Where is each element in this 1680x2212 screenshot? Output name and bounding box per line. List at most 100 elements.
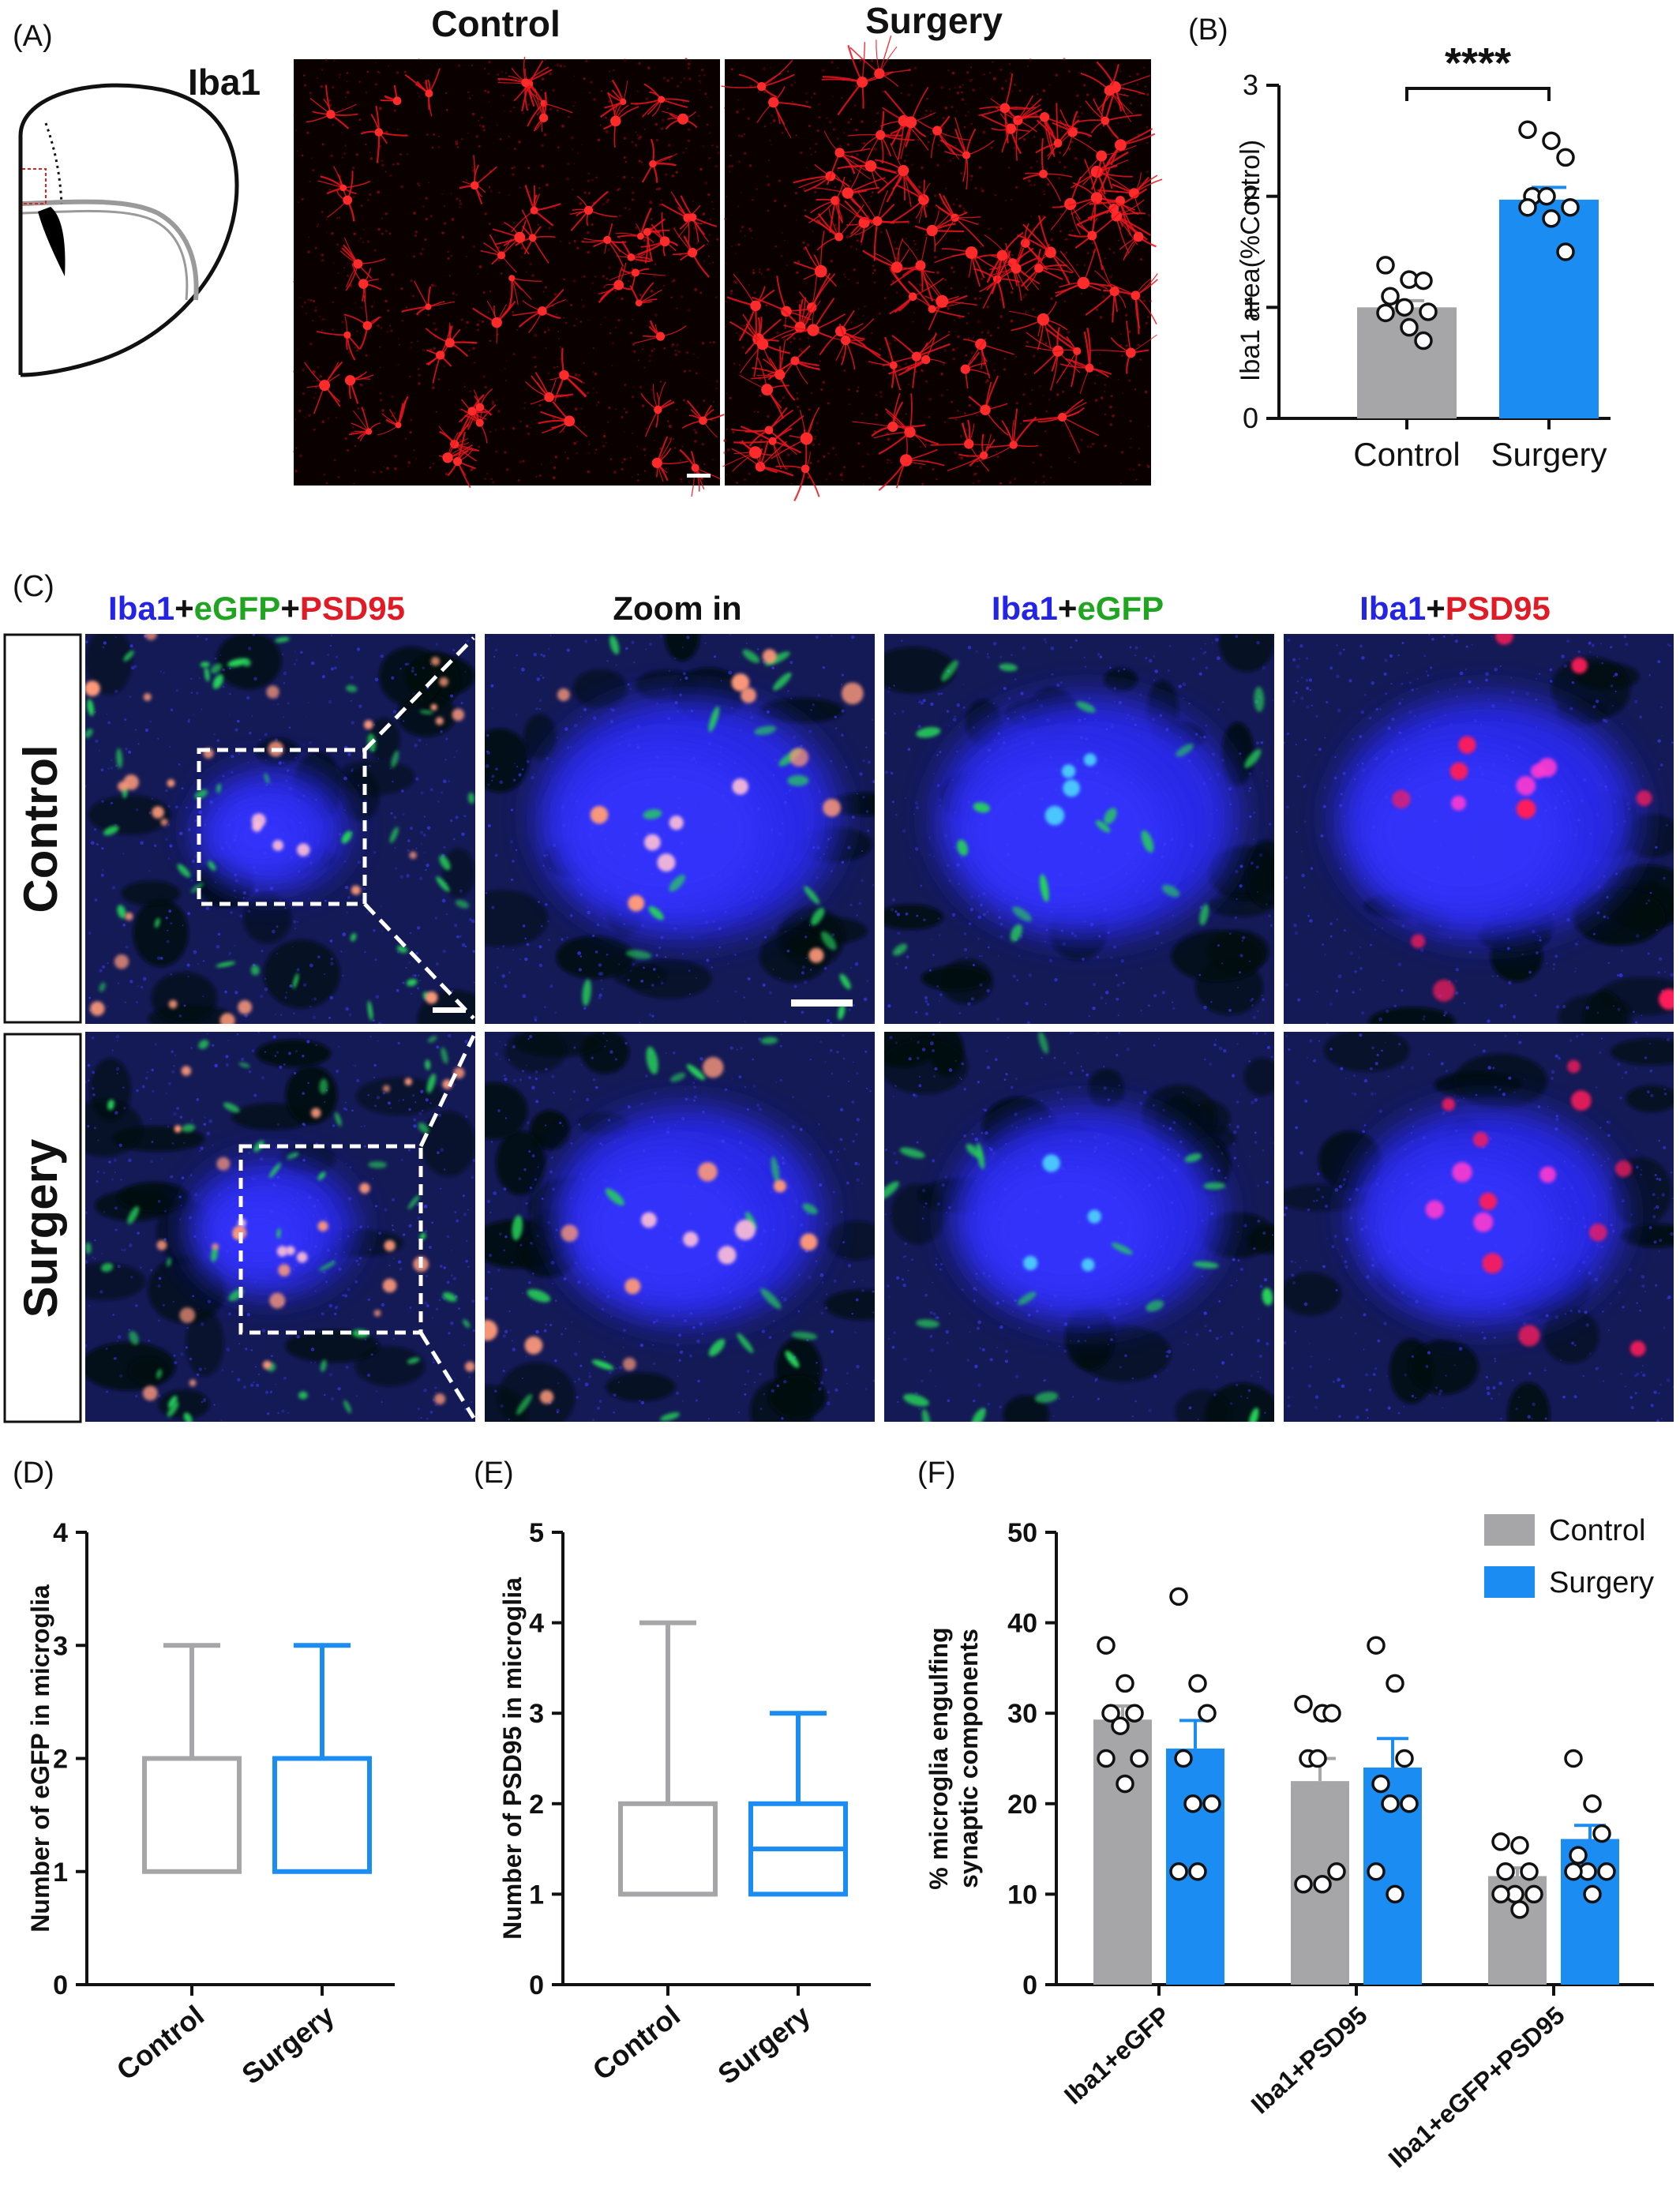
chart-d: 0 1 2 3 4 Control Surgery Number of eGFP in mic… bbox=[26, 1518, 395, 2090]
data-point bbox=[1414, 331, 1433, 351]
y-tick-label: 50 bbox=[1007, 1518, 1037, 1548]
data-point bbox=[1371, 1774, 1390, 1794]
row-label-control-text: Control bbox=[14, 744, 67, 913]
data-point bbox=[1542, 209, 1561, 228]
data-point bbox=[1116, 1774, 1134, 1794]
data-point bbox=[1381, 1794, 1400, 1813]
column-header-4: Iba1+PSD95 bbox=[1359, 590, 1551, 627]
data-point bbox=[1169, 1587, 1188, 1607]
panel-label-b: (B) bbox=[1188, 13, 1228, 47]
data-point bbox=[1097, 1636, 1116, 1655]
column-header-1-part-4: + bbox=[280, 590, 300, 627]
column-title-control: Control bbox=[431, 3, 561, 44]
x-tick-label: Surgery bbox=[235, 1999, 339, 2090]
data-point bbox=[1395, 298, 1414, 317]
data-point bbox=[1327, 1862, 1346, 1881]
y-tick-label: 3 bbox=[53, 1631, 68, 1661]
data-point bbox=[1386, 1884, 1404, 1904]
column-headers: Iba1+eGFP+PSD95 Zoom in Iba1+eGFP Iba1+PSD9… bbox=[108, 590, 1551, 627]
y-tick-label: 3 bbox=[1243, 69, 1258, 101]
column-header-3-part-2: + bbox=[1058, 590, 1078, 627]
scale-bar-zoom bbox=[791, 999, 853, 1007]
y-tick-label: 3 bbox=[529, 1699, 544, 1729]
box-control bbox=[618, 1801, 718, 1897]
x-tick-label: Control bbox=[1353, 436, 1460, 473]
data-point bbox=[1376, 303, 1395, 323]
y-tick-label: 0 bbox=[53, 1970, 68, 2000]
data-point bbox=[1597, 1862, 1616, 1881]
legend-swatch-surgery bbox=[1484, 1566, 1535, 1598]
stain-label-iba1: Iba1 bbox=[188, 62, 261, 103]
data-point bbox=[1174, 1749, 1193, 1768]
y-tick-label: 40 bbox=[1007, 1609, 1037, 1639]
y-tick-label: 5 bbox=[529, 1518, 544, 1548]
y-tick-label: 1 bbox=[53, 1858, 68, 1888]
panel-label-c: (C) bbox=[13, 570, 54, 603]
zoom-line-control-top bbox=[363, 636, 475, 752]
legend-label-surgery: Surgery bbox=[1549, 1566, 1654, 1599]
data-point bbox=[1367, 1636, 1386, 1655]
panel-label-f: (F) bbox=[917, 1457, 956, 1490]
column-header-1: Iba1+eGFP+PSD95 bbox=[108, 590, 405, 627]
column-header-3-part-3: eGFP bbox=[1077, 590, 1164, 627]
y-tick-label: 1 bbox=[529, 1880, 544, 1910]
bar-surgery bbox=[1561, 1839, 1619, 1985]
data-point bbox=[1308, 1749, 1327, 1768]
column-header-4-part-1: Iba1 bbox=[1359, 590, 1426, 627]
y-tick-label: 2 bbox=[53, 1745, 68, 1775]
y-tick-label: 4 bbox=[529, 1609, 544, 1639]
scale-bar-icon bbox=[687, 474, 711, 478]
micrograph-grid bbox=[85, 634, 1674, 1422]
data-point bbox=[1400, 1794, 1419, 1813]
data-point bbox=[1491, 1884, 1510, 1904]
column-header-4-part-2: + bbox=[1426, 590, 1446, 627]
scale-bar-overview bbox=[433, 1007, 466, 1013]
column-header-1-part-1: Iba1 bbox=[108, 590, 174, 627]
column-header-2: Zoom in bbox=[613, 590, 741, 627]
x-tick-label: Surgery bbox=[711, 1999, 816, 2090]
data-point bbox=[1188, 1674, 1207, 1693]
data-point bbox=[1542, 131, 1561, 151]
y-axis-label: Number of eGFP in microglia bbox=[26, 1584, 54, 1933]
column-header-3-part-1: Iba1 bbox=[992, 590, 1058, 627]
y-axis-label: Iba1 area(%Control) bbox=[1236, 140, 1266, 381]
y-tick-label: 0 bbox=[1022, 1970, 1037, 2000]
data-point bbox=[1395, 1749, 1414, 1768]
data-point bbox=[1169, 1862, 1188, 1881]
column-header-4-part-3: PSD95 bbox=[1446, 590, 1551, 627]
data-point bbox=[1491, 1832, 1510, 1851]
data-point bbox=[1510, 1835, 1529, 1855]
data-point bbox=[1097, 1749, 1116, 1768]
significance-stars: **** bbox=[1445, 39, 1511, 87]
data-point bbox=[1569, 1846, 1588, 1865]
data-point bbox=[1496, 1862, 1515, 1881]
data-point bbox=[1520, 1862, 1539, 1881]
chart-e: 0 1 2 3 4 5 Control Surgery Number of PSD95 in m… bbox=[498, 1518, 871, 2090]
data-point bbox=[1583, 1794, 1602, 1813]
data-point bbox=[1537, 186, 1556, 206]
x-tick-label: Iba1+PSD95 bbox=[1246, 2000, 1373, 2119]
data-point bbox=[1524, 1884, 1543, 1904]
significance-bracket bbox=[1405, 87, 1551, 101]
micrograph-control-3 bbox=[884, 634, 1274, 1024]
y-tick-label: 20 bbox=[1007, 1790, 1037, 1820]
data-point bbox=[1294, 1875, 1313, 1894]
bar-surgery bbox=[1499, 199, 1599, 419]
data-point bbox=[1322, 1704, 1341, 1723]
data-point bbox=[1116, 1674, 1134, 1693]
y-tick-label: 2 bbox=[1243, 180, 1258, 212]
data-point bbox=[1125, 1704, 1144, 1723]
data-point bbox=[1101, 1704, 1120, 1723]
data-point bbox=[1202, 1794, 1221, 1813]
zoom-line-control-bottom bbox=[363, 902, 475, 1020]
y-tick-label: 0 bbox=[1243, 402, 1258, 434]
y-tick-label: 10 bbox=[1007, 1880, 1037, 1910]
row-label-surgery-text: Surgery bbox=[14, 1138, 67, 1318]
micrograph-surgery-4 bbox=[1284, 1032, 1674, 1422]
chart-b: 0 1 2 3 Control Surgery **** Iba1 area(%Control… bbox=[1236, 39, 1611, 473]
data-point bbox=[1313, 1875, 1332, 1894]
data-point bbox=[1386, 1674, 1404, 1693]
micrograph-surgery-2 bbox=[485, 1032, 875, 1422]
zoom-line-surgery-bottom bbox=[418, 1331, 476, 1419]
micrograph-iba1-control bbox=[292, 56, 725, 497]
